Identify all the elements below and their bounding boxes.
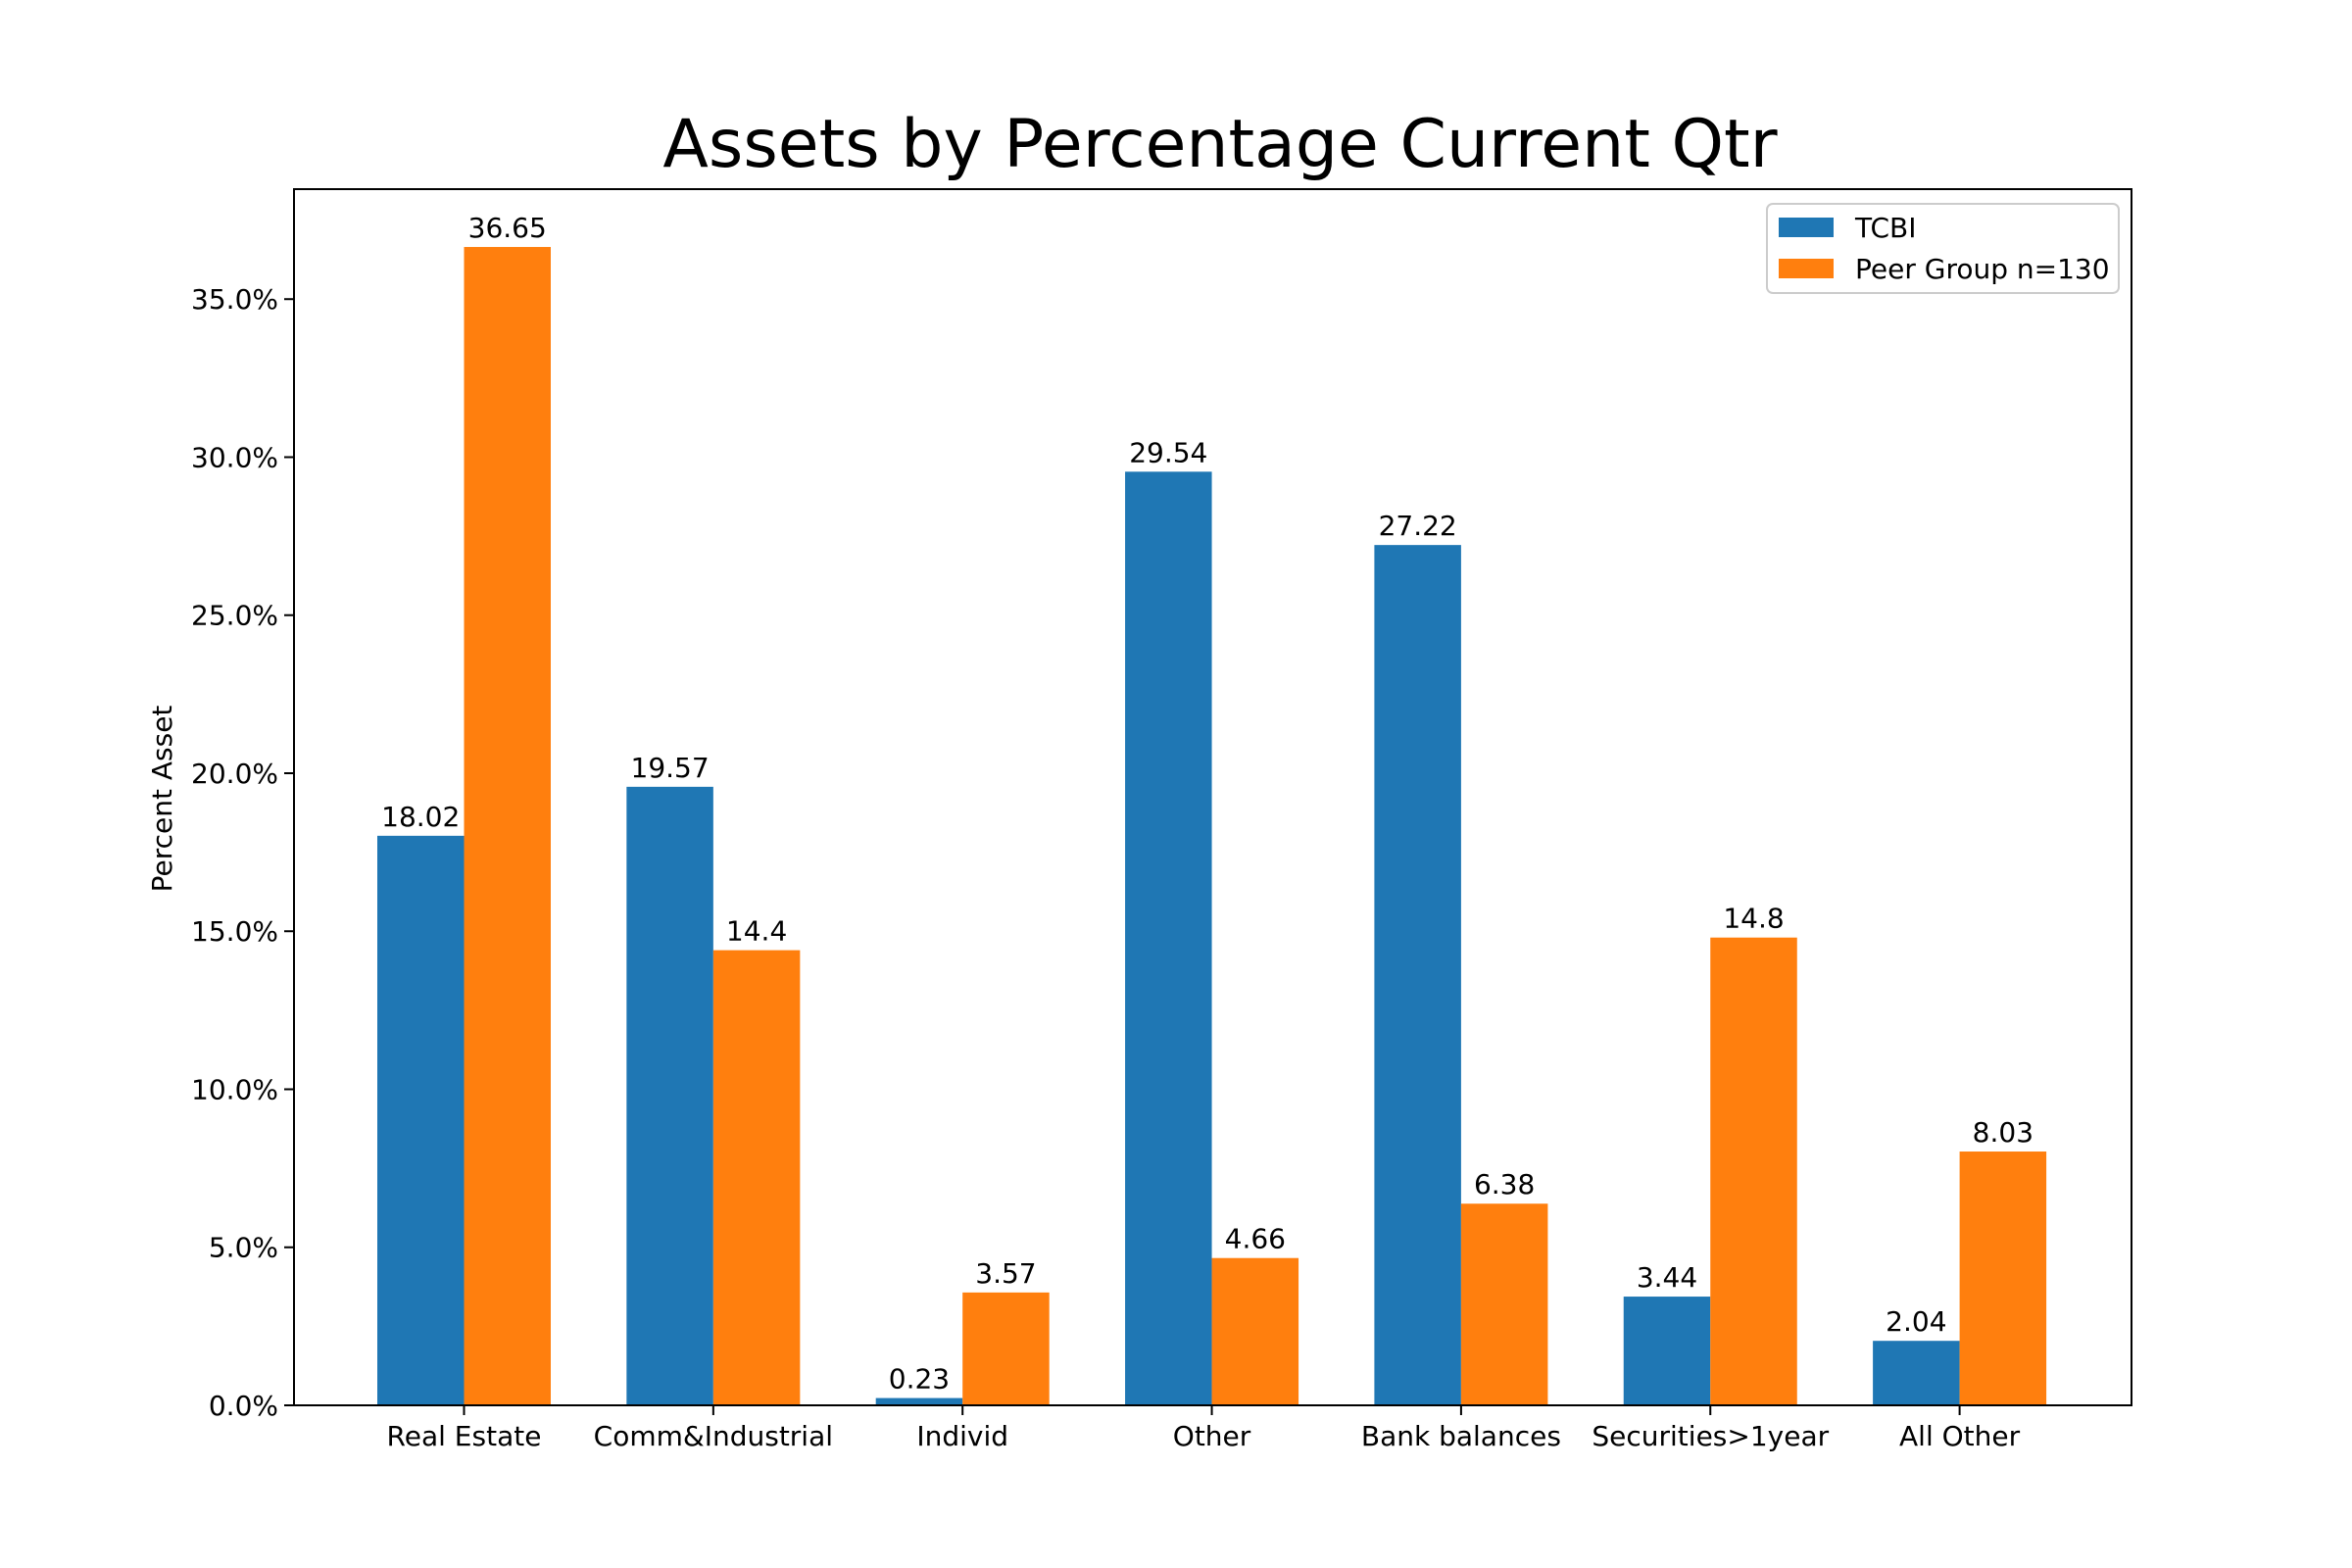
bar-tcbi-comm-industrial: [626, 786, 713, 1405]
y-tick-label: 5.0%: [209, 1232, 278, 1264]
data-label-peer-group-n-130-securities-1year: 14.8: [1723, 903, 1784, 935]
legend-swatch-peer-group: [1779, 259, 1834, 278]
data-label-tcbi-securities-1year: 3.44: [1637, 1261, 1697, 1294]
x-tick-label-all-other: All Other: [1899, 1420, 2021, 1452]
data-label-tcbi-real-estate: 18.02: [381, 801, 460, 833]
data-label-tcbi-all-other: 2.04: [1886, 1305, 1946, 1338]
bar-tcbi-bank-balances: [1374, 545, 1461, 1405]
y-tick-label: 35.0%: [191, 283, 278, 316]
bar-peer-group-n-130-comm-industrial: [712, 950, 801, 1405]
data-label-peer-group-n-130-individ: 3.57: [975, 1257, 1036, 1290]
data-label-peer-group-n-130-bank-balances: 6.38: [1474, 1168, 1535, 1200]
legend-box: [1766, 203, 2120, 294]
legend-swatch-tcbi: [1779, 218, 1834, 237]
legend: TCBI Peer Group n=130: [1766, 203, 2120, 294]
data-labels-layer: 18.02 36.65 19.57 14.4 0.23 3.57 29.54 4.66 27.2…: [381, 212, 2034, 1396]
x-tick-label-individ: Individ: [916, 1420, 1008, 1452]
data-label-tcbi-bank-balances: 27.22: [1379, 510, 1457, 542]
bar-peer-group-n-130-other: [1211, 1257, 1299, 1405]
bar-tcbi-real-estate: [377, 835, 465, 1405]
y-axis-label: Percent Asset: [146, 706, 178, 893]
bars-layer: [377, 247, 2047, 1406]
bar-peer-group-n-130-individ: [962, 1292, 1050, 1405]
bar-peer-group-n-130-securities-1year: [1710, 937, 1797, 1405]
legend-label-tcbi: TCBI: [1854, 212, 1916, 244]
bar-tcbi-other: [1125, 471, 1212, 1405]
bar-peer-group-n-130-all-other: [1959, 1152, 2047, 1405]
data-label-peer-group-n-130-other: 4.66: [1225, 1223, 1286, 1255]
chart-title: Assets by Percentage Current Qtr: [662, 106, 1777, 183]
y-tick-label: 20.0%: [191, 758, 278, 790]
data-label-peer-group-n-130-real-estate: 36.65: [468, 212, 547, 244]
y-tick-label: 25.0%: [191, 600, 278, 632]
bar-peer-group-n-130-real-estate: [464, 247, 551, 1406]
y-tick-label: 30.0%: [191, 441, 278, 473]
y-tick-label: 10.0%: [191, 1073, 278, 1105]
data-label-peer-group-n-130-comm-industrial: 14.4: [726, 915, 787, 948]
legend-label-peer-group: Peer Group n=130: [1855, 253, 2110, 285]
bar-tcbi-individ: [875, 1397, 963, 1405]
data-label-peer-group-n-130-all-other: 8.03: [1973, 1116, 2034, 1149]
bar-tcbi-securities-1year: [1623, 1297, 1711, 1405]
x-tick-label-comm-industrial: Comm&Industrial: [594, 1420, 833, 1452]
bar-peer-group-n-130-bank-balances: [1460, 1203, 1548, 1405]
data-label-tcbi-individ: 0.23: [889, 1363, 950, 1396]
data-label-tcbi-comm-industrial: 19.57: [631, 752, 710, 784]
x-tick-label-other: Other: [1173, 1420, 1251, 1452]
y-tick-label: 0.0%: [209, 1390, 278, 1422]
axes-layer: Real Estate Comm&Industrial Individ Other Ba…: [191, 283, 2021, 1452]
bar-tcbi-all-other: [1873, 1341, 1960, 1405]
y-tick-label: 15.0%: [191, 915, 278, 948]
x-tick-label-securities-1year: Securities>1year: [1592, 1420, 1829, 1452]
x-tick-label-real-estate: Real Estate: [387, 1420, 542, 1452]
data-label-tcbi-other: 29.54: [1129, 436, 1207, 468]
x-tick-label-bank-balances: Bank balances: [1361, 1420, 1561, 1452]
plot-frame: [293, 188, 2132, 1406]
